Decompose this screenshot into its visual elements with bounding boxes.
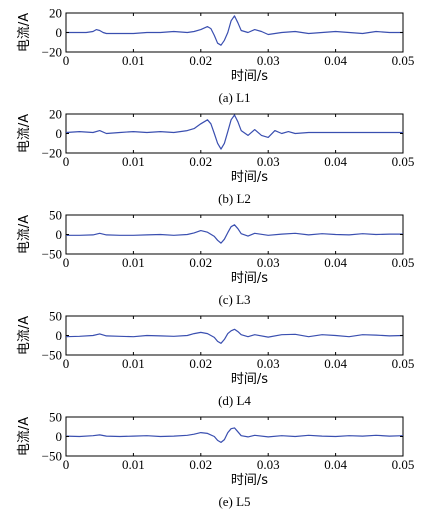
x-tick-label: 0.01 <box>122 255 145 270</box>
y-tick-label: 0 <box>56 227 63 242</box>
x-tick-label: 0.02 <box>189 154 212 169</box>
x-tick-label: 0.05 <box>392 154 415 169</box>
x-tick-label: 0.04 <box>324 154 347 169</box>
series-line <box>65 427 404 443</box>
y-axis-label: 电流/A <box>17 215 32 254</box>
x-tick-label: 0.01 <box>122 154 145 169</box>
x-tick-label: 0 <box>63 53 70 68</box>
series-line <box>66 15 403 46</box>
x-tick-label: 0.04 <box>324 53 347 68</box>
x-tick-label: 0.02 <box>189 255 212 270</box>
x-axis-label: 时间/s <box>231 271 268 286</box>
x-tick-label: 0.05 <box>392 356 415 371</box>
subplot-caption: (d) L4 <box>218 393 251 408</box>
x-tick-label: 0 <box>63 154 70 169</box>
x-tick-label: 0.01 <box>122 356 145 371</box>
x-tick-label: 0 <box>63 457 70 472</box>
x-tick-label: 0.01 <box>122 53 145 68</box>
x-axis-label: 时间/s <box>231 69 268 84</box>
y-tick-label: −20 <box>42 45 62 60</box>
x-tick-label: 0.03 <box>257 255 280 270</box>
x-tick-label: 0.03 <box>257 53 280 68</box>
plot-frame <box>65 315 404 356</box>
plot-frame <box>65 113 404 154</box>
x-tick-label: 0.03 <box>257 457 280 472</box>
y-tick-label: −50 <box>42 348 62 363</box>
subplot-caption: (b) L2 <box>218 191 251 206</box>
x-tick-label: 0 <box>63 356 70 371</box>
y-axis-label: 电流/A <box>17 114 32 153</box>
y-axis-label: 电流/A <box>17 316 32 355</box>
x-tick-label: 0.01 <box>122 457 145 472</box>
y-tick-label: 0 <box>56 328 63 343</box>
y-tick-label: −20 <box>42 146 62 161</box>
y-tick-label: 0 <box>56 429 63 444</box>
y-tick-label: 20 <box>49 107 62 122</box>
y-tick-label: 50 <box>49 208 62 223</box>
subplot-caption: (c) L3 <box>218 292 250 307</box>
y-tick-label: 50 <box>49 309 62 324</box>
y-tick-label: −50 <box>42 449 62 464</box>
y-axis-label: 电流/A <box>17 13 32 52</box>
x-tick-label: 0.05 <box>392 53 415 68</box>
x-tick-label: 0.02 <box>189 53 212 68</box>
x-tick-label: 0.04 <box>324 255 347 270</box>
x-tick-label: 0.04 <box>324 356 347 371</box>
x-tick-label: 0.04 <box>324 457 347 472</box>
x-axis-label: 时间/s <box>231 170 268 185</box>
x-tick-label: 0.03 <box>257 154 280 169</box>
x-tick-label: 0.02 <box>189 356 212 371</box>
x-tick-label: 0.02 <box>189 457 212 472</box>
subplot-caption: (a) L1 <box>218 90 250 105</box>
y-axis-label: 电流/A <box>17 417 32 456</box>
y-tick-label: 20 <box>49 6 62 21</box>
x-tick-label: 0 <box>63 255 70 270</box>
y-tick-label: 50 <box>49 410 62 425</box>
x-tick-label: 0.03 <box>257 356 280 371</box>
series-line <box>65 114 403 150</box>
series-line <box>65 328 404 344</box>
x-axis-label: 时间/s <box>231 473 268 488</box>
y-tick-label: −50 <box>42 247 62 262</box>
y-tick-label: 0 <box>56 25 63 40</box>
subplot-caption: (e) L5 <box>218 494 250 509</box>
x-tick-label: 0.05 <box>392 457 415 472</box>
y-tick-label: 0 <box>56 126 63 141</box>
x-axis-label: 时间/s <box>231 372 268 387</box>
x-tick-label: 0.05 <box>392 255 415 270</box>
series-line <box>66 224 403 244</box>
